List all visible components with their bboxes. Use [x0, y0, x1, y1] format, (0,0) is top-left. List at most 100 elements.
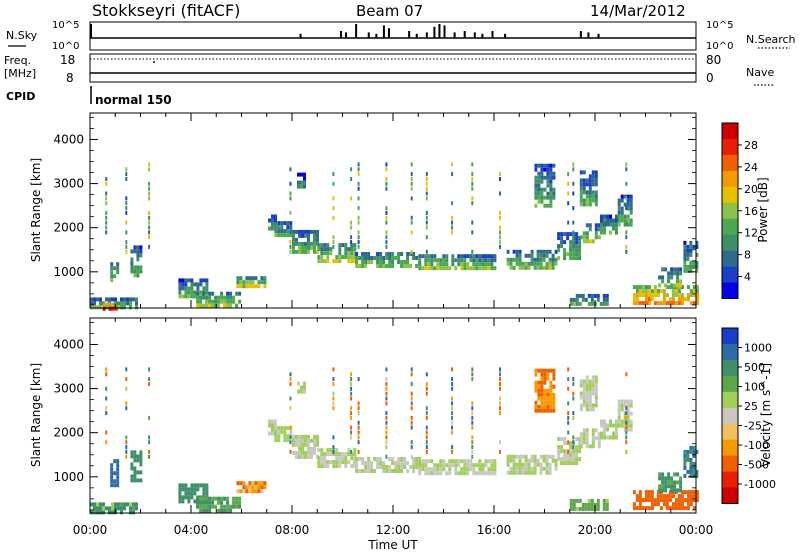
data-cell — [313, 442, 316, 447]
data-cell — [274, 222, 277, 227]
data-cell — [353, 464, 357, 469]
data-cell — [543, 408, 547, 413]
data-cell — [673, 480, 677, 485]
data-cell — [289, 225, 293, 230]
data-cell — [403, 461, 407, 465]
data-cell — [540, 376, 544, 381]
data-cell — [110, 479, 114, 484]
data-cell — [430, 467, 434, 472]
streak-cell — [357, 172, 360, 177]
data-cell — [326, 243, 330, 248]
data-cell — [679, 267, 683, 272]
data-cell — [579, 170, 583, 175]
data-cell — [373, 457, 377, 461]
data-cell — [190, 487, 194, 492]
data-cell — [220, 496, 224, 501]
data-cell — [606, 222, 609, 227]
data-cell — [394, 461, 398, 465]
data-cell — [545, 454, 549, 459]
data-cell — [245, 489, 249, 494]
data-cell — [585, 399, 589, 404]
data-cell — [196, 487, 200, 492]
data-cell — [596, 506, 600, 511]
data-cell — [585, 235, 589, 240]
data-cell — [537, 408, 541, 413]
streak-cell — [385, 206, 388, 211]
data-cell — [400, 457, 404, 461]
data-cell — [658, 476, 662, 481]
data-cell — [534, 175, 538, 180]
data-cell — [582, 231, 586, 236]
data-cell — [208, 303, 212, 308]
data-cell — [572, 449, 576, 454]
data-cell — [629, 194, 633, 199]
data-cell — [418, 254, 422, 259]
data-cell — [644, 289, 648, 294]
data-cell — [397, 256, 401, 260]
data-cell — [202, 500, 206, 505]
data-cell — [132, 506, 135, 511]
data-cell — [545, 466, 549, 471]
data-cell — [686, 285, 690, 290]
data-cell — [364, 252, 368, 256]
data-cell — [320, 464, 324, 469]
data-cell — [671, 506, 675, 511]
data-cell — [487, 471, 491, 476]
data-cell — [463, 471, 467, 476]
data-cell — [569, 453, 573, 458]
data-cell — [537, 388, 541, 393]
streak-cell — [572, 435, 575, 440]
data-cell — [602, 301, 606, 306]
streak-cell — [125, 244, 128, 249]
data-cell — [647, 494, 651, 499]
data-cell — [673, 283, 677, 288]
data-cell — [415, 457, 419, 461]
data-cell — [295, 237, 298, 242]
data-cell — [536, 265, 540, 270]
data-cell — [644, 297, 648, 302]
data-cell — [472, 471, 476, 476]
data-cell — [566, 232, 570, 237]
data-cell — [593, 293, 597, 298]
streak-cell — [125, 440, 128, 445]
data-cell — [136, 257, 140, 262]
data-cell — [629, 222, 633, 227]
data-cell — [353, 255, 357, 260]
streak-cell — [499, 367, 501, 372]
data-cell — [460, 266, 464, 271]
data-cell — [546, 171, 550, 176]
data-cell — [251, 485, 255, 490]
data-cell — [540, 179, 544, 184]
streak-cell — [471, 454, 474, 459]
streak-cell — [289, 244, 292, 249]
data-cell — [229, 303, 233, 308]
x-tick-label: 12:00 — [376, 523, 411, 537]
data-cell — [572, 240, 576, 245]
data-cell — [178, 483, 182, 488]
nsky-spike — [408, 31, 411, 38]
data-cell — [223, 299, 227, 304]
data-cell — [298, 245, 301, 250]
data-cell — [379, 252, 383, 256]
data-cell — [190, 294, 194, 299]
streak-cell — [385, 235, 388, 240]
data-cell — [632, 506, 636, 511]
streak-cell — [385, 391, 388, 396]
data-cell — [629, 403, 633, 408]
data-cell — [460, 459, 464, 464]
data-cell — [298, 249, 301, 254]
data-cell — [581, 506, 585, 511]
data-cell — [220, 295, 224, 300]
data-cell — [295, 438, 298, 443]
colorbar-tick-label: 16 — [744, 205, 758, 218]
streak-cell — [425, 382, 428, 386]
data-cell — [635, 289, 639, 294]
data-cell — [582, 436, 586, 441]
data-cell — [534, 167, 538, 172]
streak-cell — [499, 240, 501, 245]
streak-cell — [385, 396, 388, 401]
data-cell — [679, 283, 683, 288]
data-cell — [554, 249, 558, 254]
data-cell — [668, 506, 672, 511]
data-cell — [133, 245, 137, 250]
